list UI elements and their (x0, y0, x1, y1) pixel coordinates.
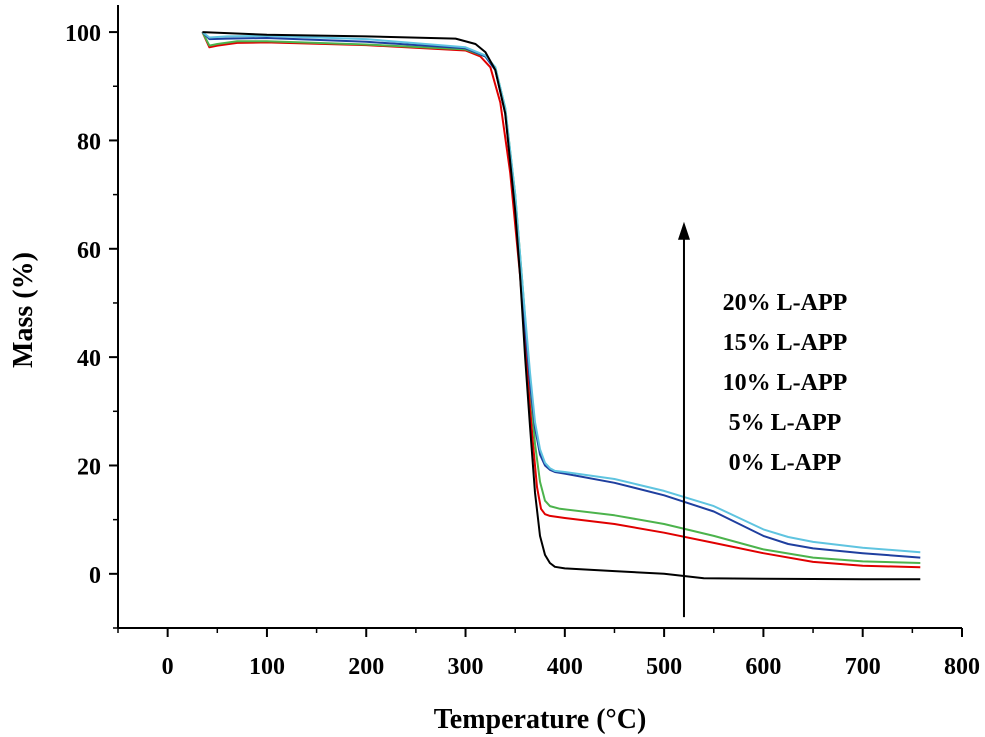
legend-label: 5% L-APP (729, 410, 842, 436)
arrow-head (677, 221, 690, 240)
x-tick-label: 500 (646, 654, 682, 680)
x-tick-label: 300 (448, 654, 484, 680)
legend-label: 0% L-APP (729, 450, 842, 476)
x-axis-title: Temperature (°C) (434, 704, 647, 735)
legend: 20% L-APP 15% L-APP 10% L-APP 5% L-APP 0% L-… (723, 290, 848, 476)
x-tick-label: 700 (845, 654, 881, 680)
annotation-layer (677, 221, 690, 618)
legend-label: 10% L-APP (723, 370, 848, 396)
series-line-0-l-app (202, 31, 921, 581)
y-tick-label: 40 (77, 346, 101, 372)
axes: 0 100 200 300 400 500 600 700 800 0 20 40 60 80 100 (65, 5, 980, 680)
y-axis-title: Mass (%) (8, 252, 39, 368)
y-tick-label: 0 (89, 563, 101, 589)
y-tick-label: 60 (77, 238, 101, 264)
legend-label: 15% L-APP (723, 330, 848, 356)
x-tick-label: 800 (944, 654, 980, 680)
series-line-5-l-app (201, 31, 921, 569)
y-tick-label: 80 (77, 129, 101, 155)
series-layer (201, 31, 921, 581)
x-tick-label: 400 (547, 654, 583, 680)
x-tick-label: 100 (249, 654, 285, 680)
legend-label: 20% L-APP (723, 290, 848, 316)
x-tick-label: 200 (348, 654, 384, 680)
x-tick-label: 600 (745, 654, 781, 680)
series-line-20-l-app (201, 31, 921, 554)
y-tick-label: 20 (77, 454, 101, 480)
y-tick-label: 100 (65, 21, 101, 47)
x-tick-label: 0 (162, 654, 174, 680)
